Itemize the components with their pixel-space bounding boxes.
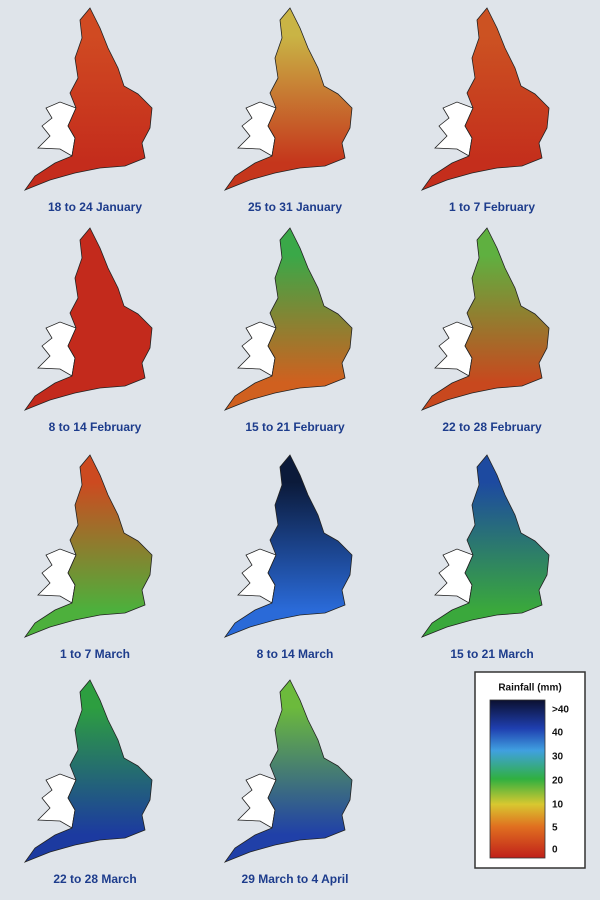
legend-label: 20 xyxy=(552,776,564,787)
panel-label: 25 to 31 January xyxy=(248,200,342,214)
panel-label: 15 to 21 February xyxy=(245,420,345,434)
legend-ticks: >40 40 30 20 10 5 0 xyxy=(552,705,569,856)
maps: 18 to 24 January 25 to 31 January 1 to 7 F… xyxy=(24,7,550,886)
legend-title: Rainfall (mm) xyxy=(498,683,561,694)
legend-label: 5 xyxy=(552,823,558,834)
panel-label: 15 to 21 March xyxy=(450,647,533,661)
panel-label: 22 to 28 March xyxy=(53,872,136,886)
legend-label: 30 xyxy=(552,752,564,763)
legend-label: 0 xyxy=(552,845,558,856)
legend-label: 40 xyxy=(552,728,564,739)
legend: Rainfall (mm) >40 40 30 20 10 5 0 xyxy=(474,671,586,869)
panel-label: 8 to 14 February xyxy=(49,420,142,434)
legend-scale xyxy=(489,699,546,859)
panel-label: 1 to 7 February xyxy=(449,200,535,214)
panel-label: 1 to 7 March xyxy=(60,647,130,661)
panel-label: 18 to 24 January xyxy=(48,200,142,214)
panel-label: 22 to 28 February xyxy=(442,420,542,434)
legend-label: >40 xyxy=(552,705,569,716)
panel-label: 29 March to 4 April xyxy=(242,872,349,886)
legend-label: 10 xyxy=(552,800,564,811)
panel-label: 8 to 14 March xyxy=(257,647,334,661)
